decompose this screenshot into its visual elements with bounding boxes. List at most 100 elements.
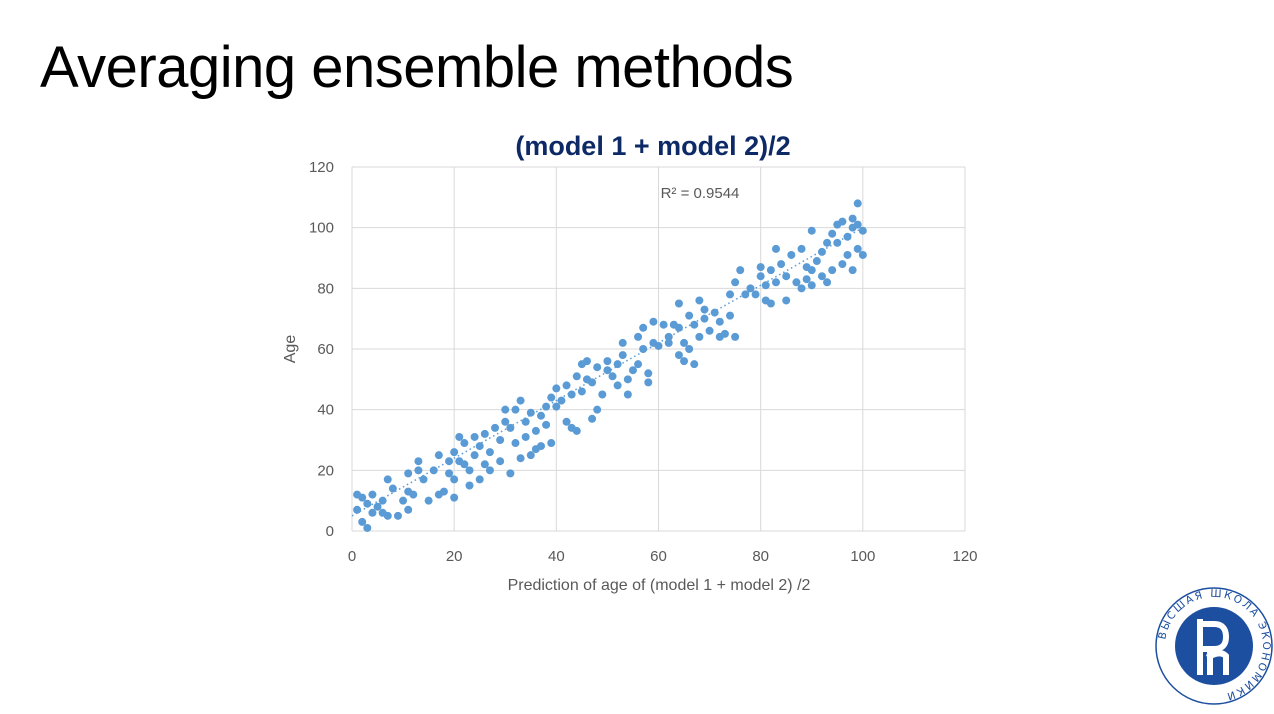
data-point bbox=[726, 311, 735, 320]
data-point bbox=[654, 341, 663, 350]
data-point bbox=[700, 305, 709, 314]
chart-title: (model 1 + model 2)/2 bbox=[515, 131, 790, 161]
data-point bbox=[802, 275, 811, 284]
x-axis-title: Prediction of age of (model 1 + model 2)… bbox=[508, 577, 811, 594]
x-tick-label: 100 bbox=[850, 548, 875, 565]
data-point bbox=[480, 429, 489, 438]
data-point bbox=[623, 390, 632, 399]
data-point bbox=[823, 238, 832, 247]
data-point bbox=[562, 417, 571, 426]
data-point bbox=[562, 381, 571, 390]
data-point bbox=[812, 257, 821, 266]
data-point bbox=[644, 369, 653, 378]
data-point bbox=[383, 475, 392, 484]
data-point bbox=[705, 326, 714, 335]
x-axis-ticks: 0 20 40 60 80 100 120 bbox=[348, 548, 978, 565]
data-point bbox=[353, 505, 362, 514]
data-point bbox=[700, 314, 709, 323]
y-tick-label: 0 bbox=[326, 523, 334, 540]
data-point bbox=[434, 451, 443, 460]
data-point bbox=[751, 290, 760, 299]
x-tick-label: 60 bbox=[650, 548, 667, 565]
data-point bbox=[690, 320, 699, 329]
data-point bbox=[603, 366, 612, 375]
data-point bbox=[736, 266, 745, 275]
data-point bbox=[475, 475, 484, 484]
data-point bbox=[613, 360, 622, 369]
data-point bbox=[674, 323, 683, 332]
x-tick-label: 40 bbox=[548, 548, 565, 565]
data-point bbox=[501, 417, 510, 426]
data-point bbox=[496, 436, 505, 444]
data-point bbox=[383, 511, 392, 520]
data-point bbox=[731, 278, 740, 287]
data-point bbox=[843, 250, 852, 259]
data-point bbox=[685, 345, 694, 353]
data-point bbox=[414, 466, 423, 475]
data-point bbox=[506, 423, 515, 432]
y-tick-label: 20 bbox=[317, 462, 334, 479]
y-tick-label: 60 bbox=[317, 341, 334, 358]
data-point bbox=[710, 308, 719, 317]
y-tick-label: 80 bbox=[317, 280, 334, 297]
data-point bbox=[782, 296, 791, 305]
data-point bbox=[542, 420, 551, 429]
x-tick-label: 20 bbox=[446, 548, 463, 565]
data-point bbox=[664, 338, 673, 347]
data-point bbox=[756, 272, 765, 281]
data-point bbox=[577, 387, 586, 396]
data-point bbox=[582, 357, 591, 366]
y-axis-title: Age bbox=[282, 335, 299, 364]
data-point bbox=[792, 278, 801, 287]
data-point bbox=[731, 332, 740, 341]
data-point bbox=[439, 487, 448, 496]
data-point bbox=[429, 466, 438, 475]
data-point bbox=[547, 393, 556, 402]
data-point bbox=[450, 448, 459, 457]
data-point bbox=[598, 390, 607, 399]
data-point bbox=[450, 475, 459, 484]
data-point bbox=[634, 360, 643, 369]
data-point bbox=[623, 375, 632, 384]
data-point bbox=[685, 311, 694, 320]
data-point bbox=[526, 451, 535, 460]
data-point bbox=[618, 351, 627, 360]
data-point bbox=[782, 272, 791, 281]
data-point bbox=[552, 402, 561, 411]
data-point bbox=[843, 232, 852, 241]
data-point bbox=[746, 284, 755, 293]
data-point bbox=[521, 432, 530, 441]
data-point bbox=[511, 405, 520, 414]
y-tick-label: 120 bbox=[309, 159, 334, 176]
data-point bbox=[445, 469, 454, 478]
data-point bbox=[807, 266, 816, 275]
data-point bbox=[828, 266, 837, 275]
data-point bbox=[690, 360, 699, 369]
data-point bbox=[399, 496, 408, 505]
data-point bbox=[572, 426, 581, 435]
data-point bbox=[588, 378, 597, 387]
data-point bbox=[373, 502, 382, 511]
data-point bbox=[761, 281, 770, 290]
data-point bbox=[358, 517, 367, 526]
data-point bbox=[603, 357, 612, 366]
data-point bbox=[593, 405, 602, 414]
data-point bbox=[537, 442, 546, 451]
data-point bbox=[414, 457, 423, 466]
data-point bbox=[659, 320, 668, 329]
data-points bbox=[353, 199, 867, 532]
data-point bbox=[618, 338, 627, 347]
data-point bbox=[613, 381, 622, 390]
data-point bbox=[634, 332, 643, 341]
logo-monogram-icon bbox=[1197, 619, 1230, 675]
data-point bbox=[644, 378, 653, 387]
data-point bbox=[460, 439, 469, 448]
data-point bbox=[572, 372, 581, 381]
data-point bbox=[828, 229, 837, 238]
data-point bbox=[695, 332, 704, 341]
data-point bbox=[388, 484, 397, 493]
data-point bbox=[674, 299, 683, 308]
data-point bbox=[470, 432, 479, 441]
y-axis-ticks: 0 20 40 60 80 100 120 bbox=[309, 159, 334, 540]
